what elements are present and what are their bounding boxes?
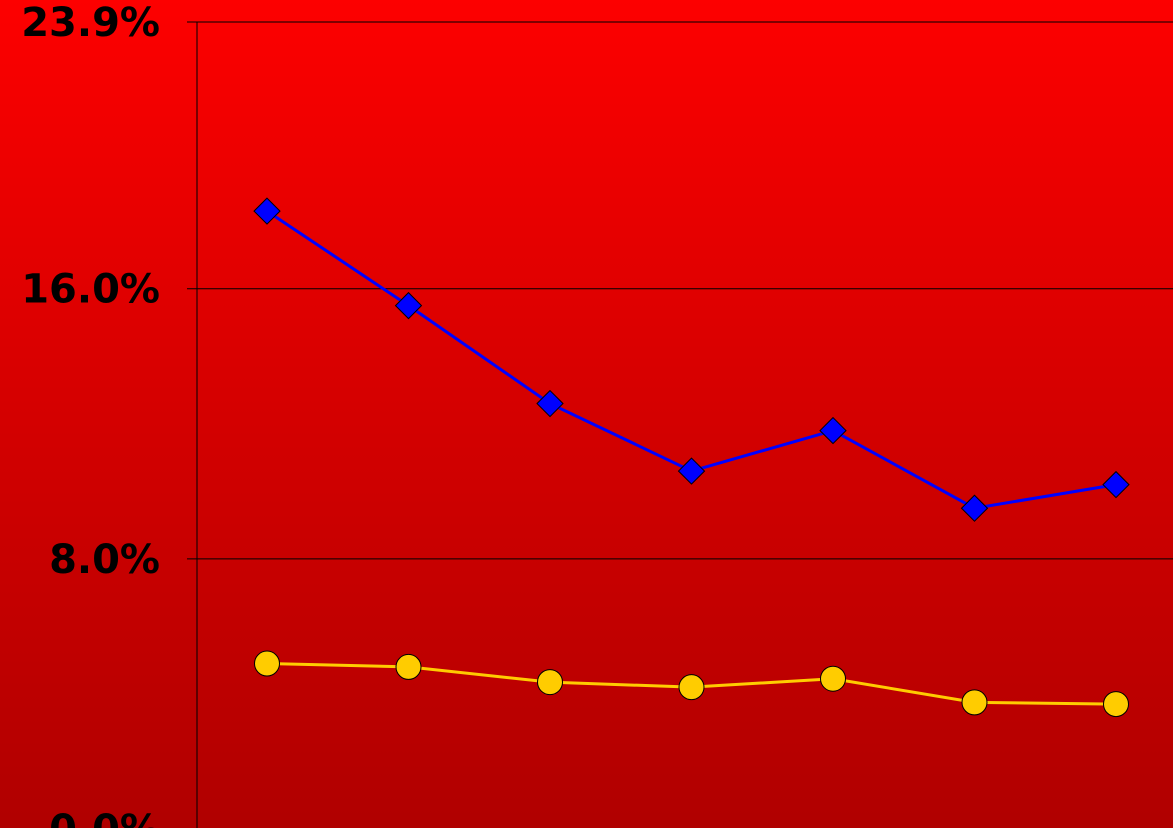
series-2-point — [1103, 691, 1129, 718]
series-2-point — [395, 653, 422, 680]
series-1-point — [1102, 470, 1130, 499]
series-1-point — [394, 291, 423, 320]
series-1-point — [677, 457, 706, 485]
series-1-point — [536, 389, 564, 418]
series-1-point — [819, 416, 847, 445]
series-group — [253, 197, 1130, 718]
series-2-point — [537, 669, 563, 696]
series-2-point — [961, 689, 988, 716]
series-2-point — [254, 650, 280, 677]
y-tick-label: 8.0% — [49, 537, 160, 583]
series-1-point — [253, 197, 281, 225]
series-1-point — [960, 494, 989, 522]
y-axis-ticks: 23.9% 16.0% 8.0% 0.0% — [21, 0, 197, 828]
y-tick-label: 0.0% — [49, 807, 160, 828]
series-1 — [253, 197, 1130, 522]
series-2 — [254, 650, 1129, 718]
series-2-point — [820, 665, 846, 692]
series-2-point — [678, 674, 705, 701]
y-tick-label: 16.0% — [21, 267, 160, 313]
gridlines — [197, 21, 1173, 560]
y-tick-label: 23.9% — [21, 0, 160, 46]
